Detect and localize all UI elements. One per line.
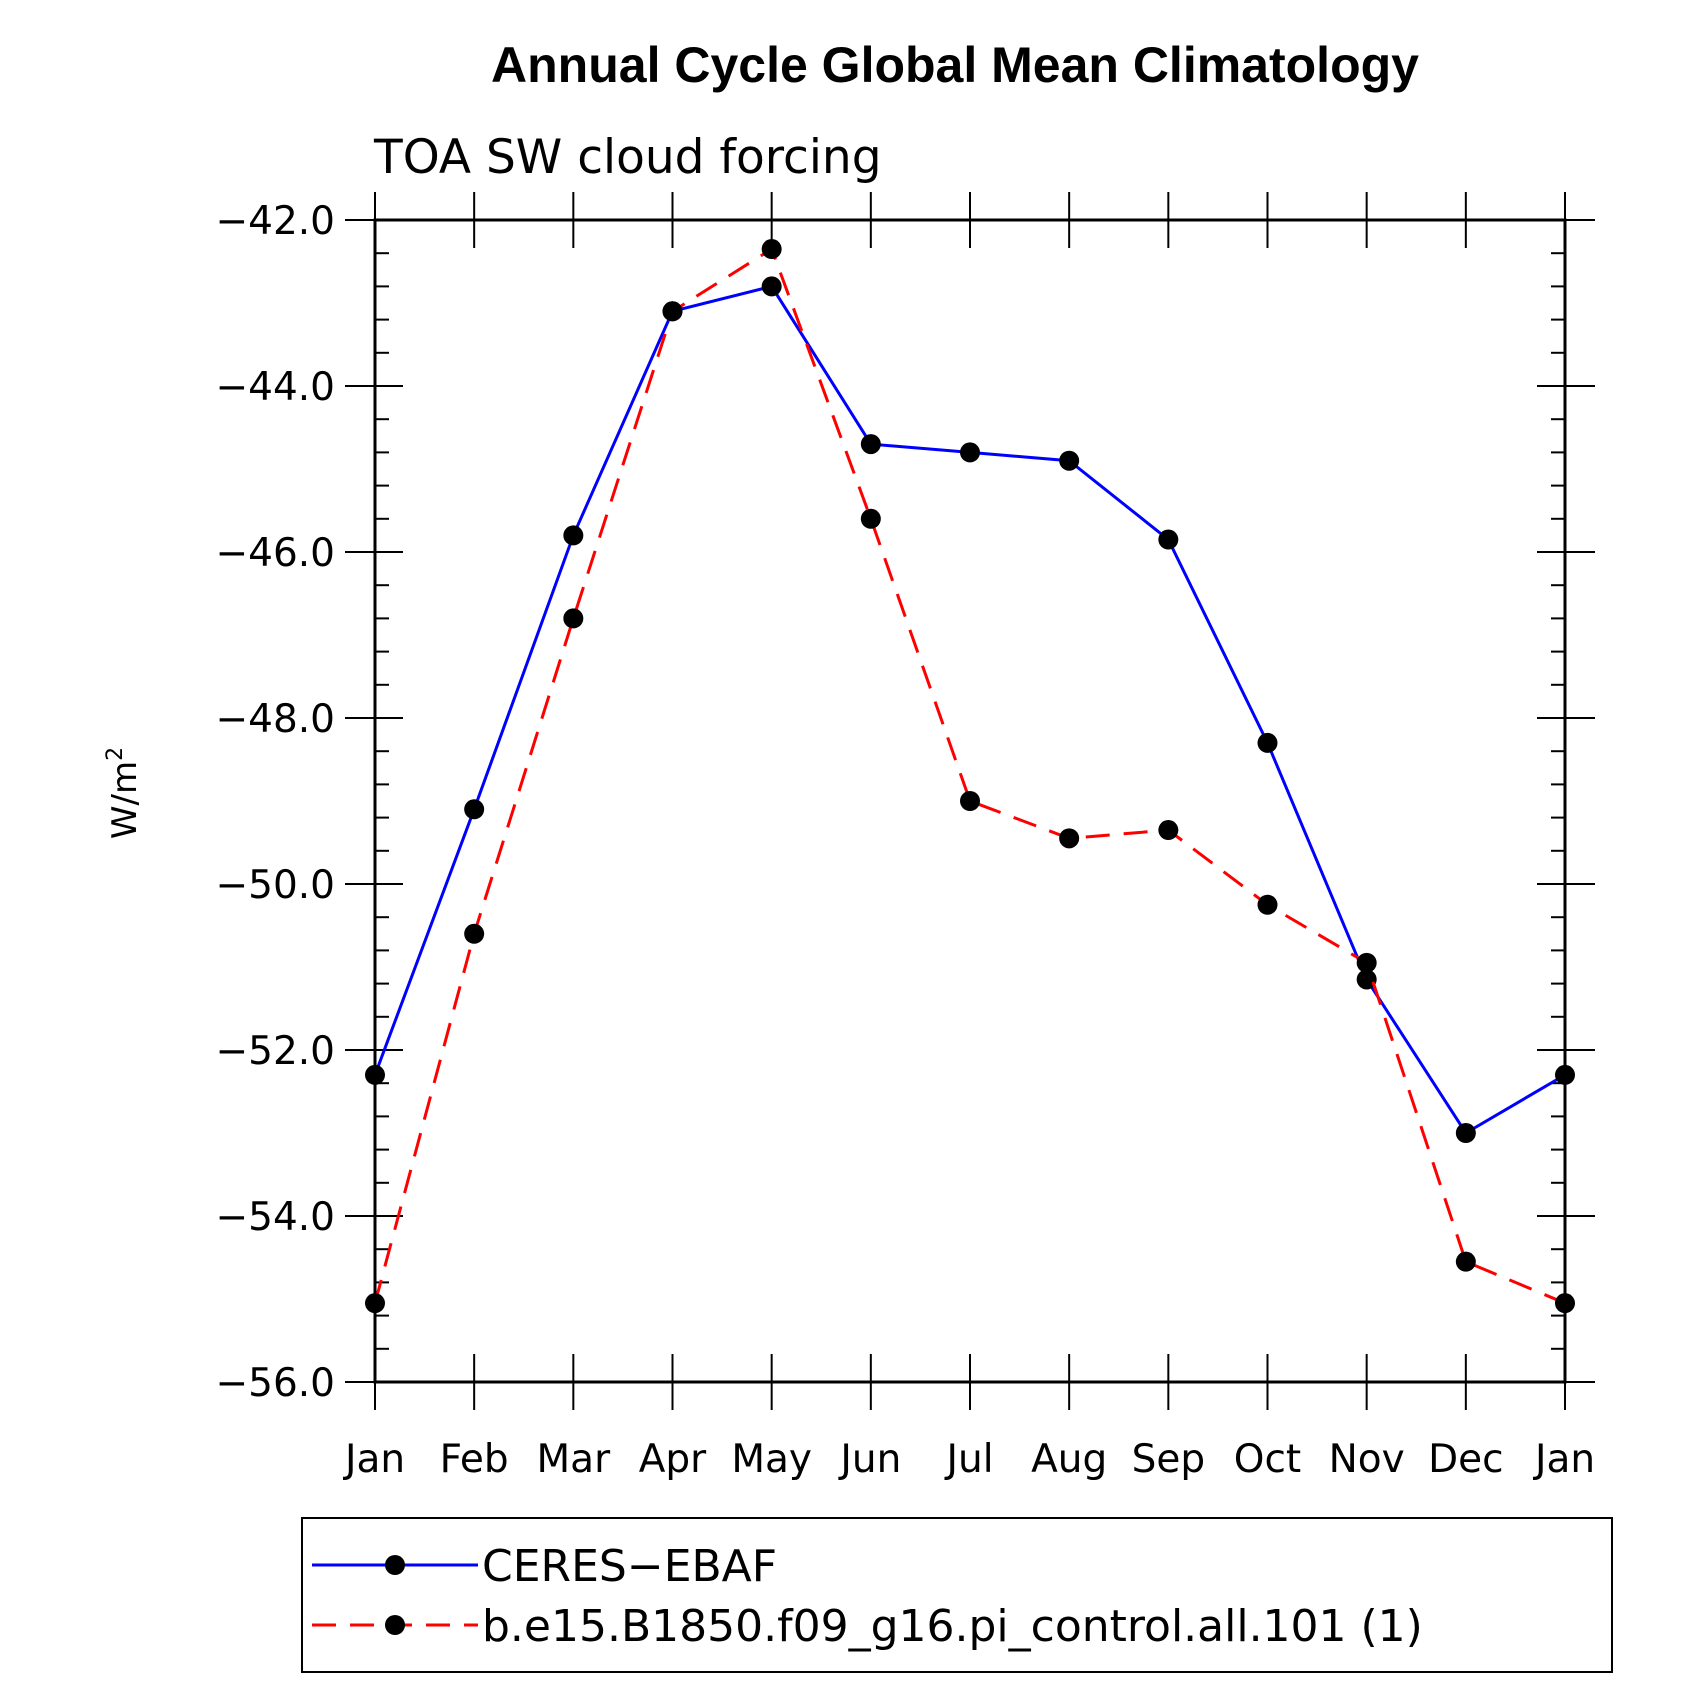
x-tick-label: May: [731, 1437, 812, 1482]
series-1-point: [761, 276, 782, 297]
x-tick-label: Mar: [537, 1437, 612, 1482]
x-tick-labels: Jan Feb Mar Apr May Jun Jul Aug Sep Oct Nov Dec Jan: [342, 1437, 1595, 1482]
x-tick-label: Sep: [1132, 1437, 1206, 1482]
y-tick-label: −50.0: [215, 863, 335, 908]
series-2-point: [960, 791, 980, 811]
y-axis-label-superscript: 2: [103, 747, 128, 761]
series-1-point: [1158, 529, 1179, 550]
series-2-point: [662, 301, 683, 322]
series-2-point: [1059, 828, 1080, 849]
series-1-point: [563, 525, 584, 546]
series-1-point: [1257, 732, 1278, 753]
series-1-point: [365, 1064, 385, 1085]
series-2-point: [860, 508, 881, 529]
x-tick-label: Jul: [943, 1437, 993, 1482]
x-tick-label: Dec: [1428, 1437, 1503, 1482]
legend-label-2: b.e15.B1850.f09_g16.pi_control.all.101 (…: [482, 1601, 1423, 1652]
svg-text:W/m2: W/m2: [103, 747, 145, 839]
x-tick-label: Jan: [342, 1437, 405, 1482]
legend-label-1: CERES−EBAF: [482, 1541, 777, 1592]
series-2-point: [1455, 1251, 1476, 1272]
series-1-point: [1555, 1064, 1575, 1085]
series-2-point: [1356, 952, 1377, 973]
legend-marker-1: [385, 1555, 405, 1575]
series-1-point: [1455, 1123, 1476, 1143]
legend: CERES−EBAF b.e15.B1850.f09_g16.pi_control…: [301, 1517, 1613, 1673]
x-tick-label: Nov: [1329, 1437, 1405, 1482]
legend-marker-2: [385, 1615, 405, 1635]
y-tick-label: −44.0: [215, 365, 335, 410]
series-2-point: [365, 1293, 385, 1314]
y-tick-label: −48.0: [215, 697, 335, 742]
y-tick-label: −42.0: [215, 199, 335, 244]
axis-ticks: [345, 192, 1595, 1410]
y-tick-label: −52.0: [215, 1029, 335, 1074]
chart-subtitle: TOA SW cloud forcing: [373, 130, 882, 185]
legend-entries: CERES−EBAF b.e15.B1850.f09_g16.pi_control…: [312, 1541, 1423, 1652]
series-2-point: [1257, 894, 1278, 915]
x-tick-label: Apr: [639, 1437, 707, 1482]
series-1-point: [960, 442, 980, 463]
series-2-point: [563, 608, 584, 629]
x-tick-label: Oct: [1234, 1437, 1301, 1482]
series-1-point: [1059, 450, 1080, 471]
chart-title: Annual Cycle Global Mean Climatology: [491, 37, 1419, 93]
series-2-point: [1555, 1293, 1575, 1314]
series-2-point: [1158, 820, 1179, 841]
y-tick-label: −56.0: [215, 1361, 335, 1406]
y-tick-label: −54.0: [215, 1195, 335, 1240]
x-tick-label: Feb: [440, 1437, 509, 1482]
series-1-point: [464, 799, 485, 820]
series-layer: [365, 239, 1575, 1314]
series-line-2: [373, 246, 1566, 1305]
legend-box: [301, 1517, 1613, 1673]
x-tick-label: Aug: [1031, 1437, 1107, 1482]
y-axis-label-text: W/m: [105, 761, 145, 839]
y-axis-label: W/m2: [103, 747, 145, 839]
x-tick-label: Jan: [1532, 1437, 1595, 1482]
series-2-point: [464, 923, 485, 944]
series-1-point: [1356, 969, 1377, 990]
series-2-point: [761, 239, 782, 260]
y-tick-label: −46.0: [215, 531, 335, 576]
y-tick-labels: −42.0 −44.0 −46.0 −48.0 −50.0 −52.0 −54.0 −56.0: [215, 199, 335, 1406]
x-tick-label: Jun: [837, 1437, 901, 1482]
series-line-1: [373, 284, 1566, 1136]
series-1-point: [860, 434, 881, 455]
